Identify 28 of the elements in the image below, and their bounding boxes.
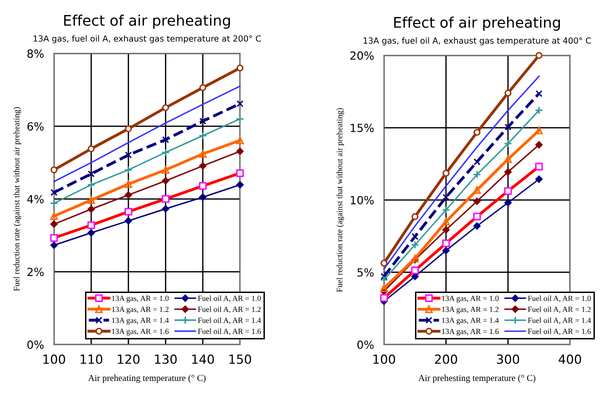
chart-subtitle: 13A gas, fuel oil A, exhaust gas temperature at 400° C [364, 37, 591, 46]
chart-title: Effect of air preheating [394, 16, 560, 31]
chart-title: Effect of air preheating [64, 14, 230, 29]
x-tick-label: 400 [558, 354, 582, 364]
chart-subtitle: 13A gas, fuel oil A, exhaust gas temperature at 200° C [34, 35, 261, 44]
x-tick-label: 120 [118, 354, 140, 364]
x-tick-label: 110 [80, 354, 102, 364]
y-tick-label: 8% [27, 49, 44, 58]
x-tick-label: 130 [155, 354, 177, 364]
x-axis-title: Air prehesting temperature (° C) [418, 374, 536, 383]
y-tick-label: 0% [27, 340, 44, 349]
x-tick-label: 200 [434, 354, 458, 364]
y-tick-label: 6% [27, 122, 44, 131]
x-tick-label: 150 [229, 354, 252, 364]
y-tick-label: 4% [27, 194, 44, 204]
x-tick-label: 100 [373, 354, 396, 364]
y-axis-title: Fuel reduction rate (against that without air preheating) [336, 108, 344, 292]
x-tick-label: 100 [43, 354, 66, 364]
y-tick-label: 0% [357, 340, 374, 349]
y-tick-label: 20% [350, 51, 374, 60]
y-tick-label: 10% [350, 196, 374, 204]
y-tick-label: 15% [350, 124, 374, 132]
x-tick-label: 300 [497, 354, 520, 364]
x-tick-label: 140 [192, 354, 214, 364]
y-tick-label: 5% [358, 268, 374, 277]
y-tick-label: 2% [27, 268, 44, 276]
y-axis-title: Fuel reduction rate (against that without air preheating) [14, 107, 22, 291]
x-axis-title: Air preheating temperature (° C) [88, 374, 206, 383]
